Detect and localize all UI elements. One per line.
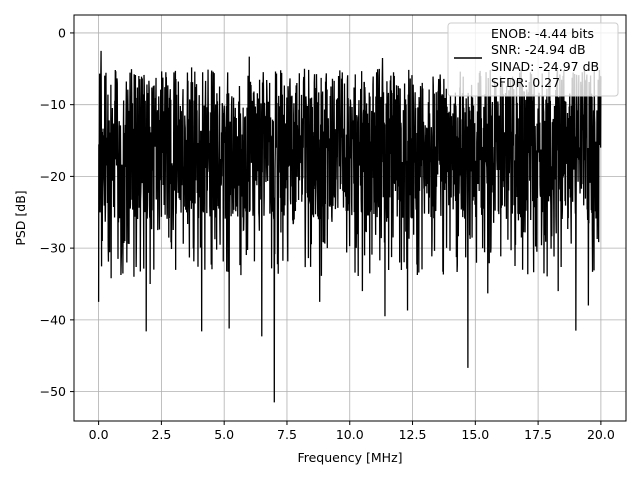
x-tick-label: 5.0 [214, 427, 234, 442]
legend-box [447, 22, 619, 97]
legend-entry-sfdr: SFDR: 0.27 [491, 75, 560, 90]
x-tick-label: 0.0 [89, 427, 109, 442]
y-tick-label: −20 [40, 169, 66, 184]
x-tick-label: 2.5 [151, 427, 171, 442]
series-line-psd [97, 50, 602, 403]
legend-entry-snr: SNR: -24.94 dB [491, 42, 586, 57]
y-tick-label: −10 [40, 97, 66, 112]
x-tick-label: 20.0 [587, 427, 615, 442]
legend-entry-enob: ENOB: -4.44 bits [491, 26, 594, 41]
y-tick-label: 0 [58, 25, 66, 40]
y-ticks: 0 −10 −20 −30 −40 −50 [40, 25, 74, 399]
x-axis-label: Frequency [MHz] [297, 450, 402, 465]
x-tick-label: 12.5 [399, 427, 427, 442]
legend-entry-sinad: SINAD: -24.97 dB [491, 59, 599, 74]
x-tick-label: 15.0 [461, 427, 489, 442]
legend: ENOB: -4.44 bits SNR: -24.94 dB SINAD: -… [447, 22, 619, 97]
y-tick-label: −50 [40, 384, 66, 399]
x-ticks: 0.0 2.5 5.0 7.5 10.0 12.5 15.0 17.5 20.0 [89, 421, 615, 442]
x-tick-label: 17.5 [524, 427, 552, 442]
y-axis-label: PSD [dB] [13, 190, 28, 245]
y-tick-label: −40 [40, 312, 66, 327]
x-tick-label: 7.5 [277, 427, 297, 442]
y-tick-label: −30 [40, 241, 66, 256]
plot-series-group [97, 50, 602, 403]
x-tick-label: 10.0 [336, 427, 364, 442]
